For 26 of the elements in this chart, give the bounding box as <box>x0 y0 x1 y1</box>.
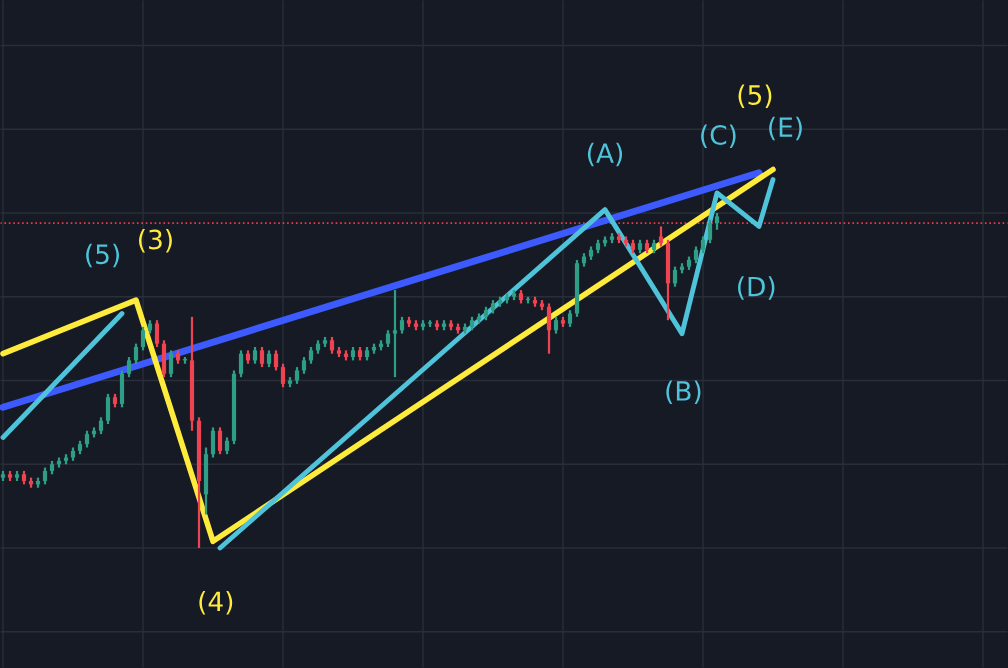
text: (C) <box>701 124 736 149</box>
candlestick <box>546 302 552 355</box>
annotation: (B) <box>666 380 701 405</box>
candlestick <box>105 392 111 426</box>
candlestick <box>259 345 265 369</box>
candlestick <box>217 426 223 456</box>
candlestick <box>273 349 279 372</box>
candlestick <box>672 265 678 288</box>
candlestick <box>154 319 160 349</box>
candlestick <box>280 362 286 389</box>
candlestick <box>126 355 132 379</box>
candlestick <box>392 288 398 379</box>
candlestick <box>658 225 664 248</box>
candlestick <box>140 325 146 352</box>
text: (E) <box>769 116 802 141</box>
candlestick <box>210 426 216 459</box>
candlestick <box>133 342 139 365</box>
text: (A) <box>587 142 623 167</box>
annotation: (3) <box>139 229 172 253</box>
candlestick <box>238 349 244 379</box>
text: (4) <box>199 591 233 615</box>
candlestick <box>707 218 713 245</box>
annotation: (5) <box>86 243 119 268</box>
text: (5) <box>738 84 772 108</box>
candlestick <box>168 349 174 379</box>
annotation: (D) <box>738 276 775 300</box>
